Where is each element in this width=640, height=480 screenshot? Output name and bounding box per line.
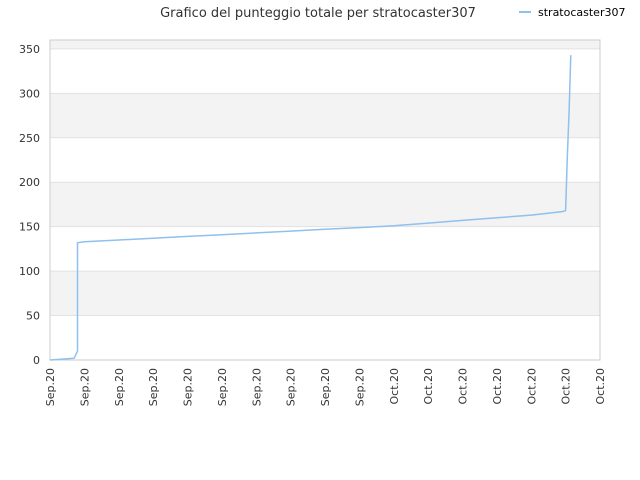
x-tick-label: Oct.20 bbox=[594, 368, 607, 405]
legend[interactable]: stratocaster307 bbox=[519, 6, 625, 19]
x-tick-label: Sep.20 bbox=[78, 368, 91, 406]
x-tick-label: Oct.20 bbox=[388, 368, 401, 405]
y-tick-label: 100 bbox=[19, 265, 40, 278]
x-tick-label: Oct.20 bbox=[457, 368, 470, 405]
plot-band bbox=[50, 226, 600, 272]
x-tick-label: Oct.20 bbox=[422, 368, 435, 405]
plot-band bbox=[50, 315, 600, 360]
legend-label: stratocaster307 bbox=[538, 6, 625, 19]
series-layer bbox=[49, 55, 572, 361]
y-tick-label: 50 bbox=[26, 310, 40, 323]
plot-band bbox=[50, 182, 600, 227]
x-tick-label: Sep.20 bbox=[216, 368, 229, 406]
x-tick-label: Sep.20 bbox=[353, 368, 366, 406]
plot-background bbox=[50, 40, 600, 360]
x-tick-label: Oct.20 bbox=[491, 368, 504, 405]
x-tick-label: Sep.20 bbox=[285, 368, 298, 406]
y-axis: 0 50 100 150 200 250 300 350 bbox=[19, 43, 40, 367]
gridlines bbox=[50, 48, 600, 361]
y-tick-label: 300 bbox=[19, 87, 40, 100]
plot-band bbox=[50, 48, 600, 94]
x-tick-label: Sep.20 bbox=[250, 368, 263, 406]
x-tick-label: Sep.20 bbox=[319, 368, 332, 406]
y-tick-label: 350 bbox=[19, 43, 40, 56]
x-tick-label: Sep.20 bbox=[182, 368, 195, 406]
x-tick-label: Sep.20 bbox=[44, 368, 57, 406]
y-tick-label: 200 bbox=[19, 176, 40, 189]
x-tick-label: Oct.20 bbox=[525, 368, 538, 405]
plot-band bbox=[50, 93, 600, 138]
x-tick-label: Sep.20 bbox=[113, 368, 126, 406]
series-line bbox=[49, 55, 572, 361]
plot-frame bbox=[49, 39, 601, 361]
x-tick-label: Sep.20 bbox=[147, 368, 160, 406]
plot-band bbox=[50, 40, 600, 49]
x-axis: Sep.20 Sep.20 Sep.20 Sep.20 Sep.20 Sep.20 Sep.… bbox=[44, 368, 607, 406]
y-tick-label: 0 bbox=[33, 354, 40, 367]
plot-band bbox=[50, 271, 600, 316]
y-tick-label: 250 bbox=[19, 132, 40, 145]
x-tick-label: Oct.20 bbox=[560, 368, 573, 405]
plot-band bbox=[50, 137, 600, 183]
chart-title: Grafico del punteggio totale per stratoc… bbox=[160, 6, 476, 21]
y-tick-label: 150 bbox=[19, 221, 40, 234]
